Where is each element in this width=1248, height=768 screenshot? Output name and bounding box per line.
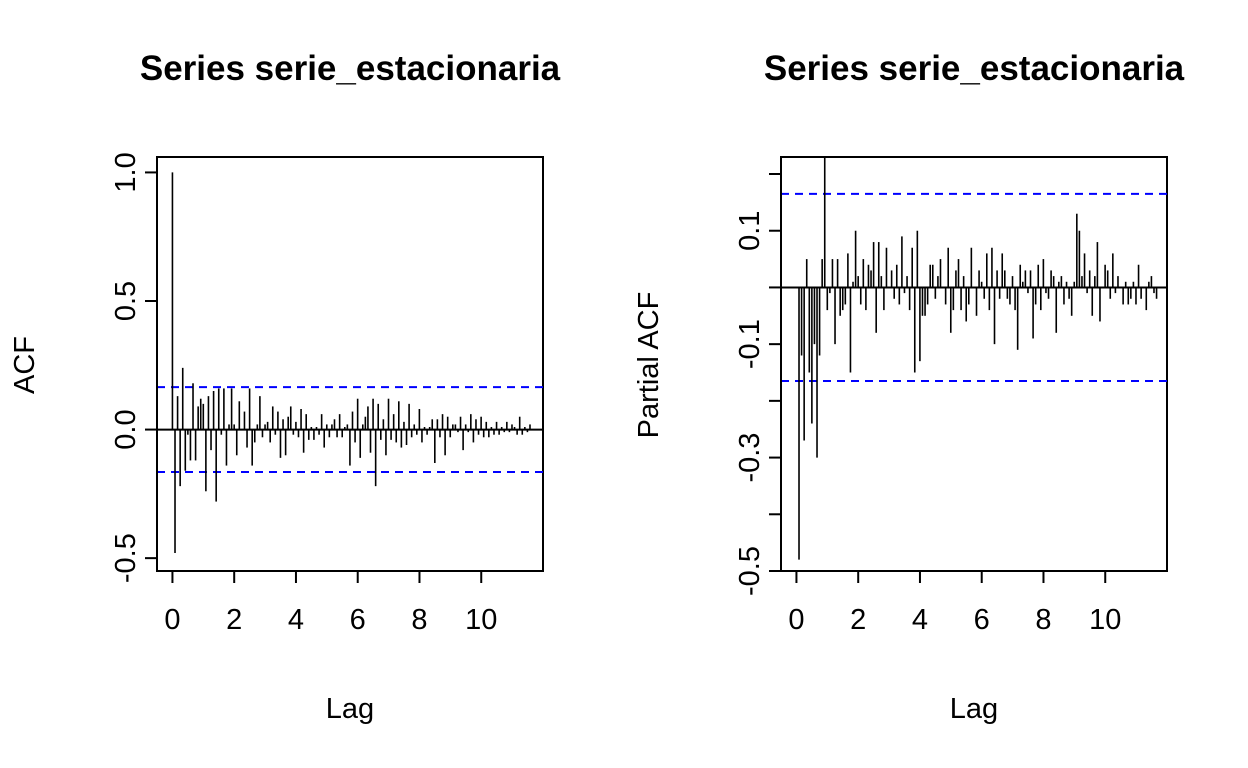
- acf-y-axis-label: ACF: [9, 336, 41, 394]
- pacf-x-tick-label: 6: [974, 604, 990, 636]
- acf-x-tick-label: 0: [164, 604, 180, 636]
- acf-axes: 0 2 4 6 8 10 -0.5 0.0 0.5 1.0: [110, 152, 497, 636]
- acf-x-axis-label: Lag: [326, 693, 374, 725]
- pacf-marks: [781, 157, 1167, 560]
- pacf-panel: Series serie_estacionaria Lag Partial AC…: [633, 49, 1185, 725]
- acf-y-tick-label: 1.0: [110, 152, 142, 192]
- acf-title: Series serie_estacionaria: [140, 49, 561, 88]
- pacf-x-tick-label: 0: [788, 604, 804, 636]
- acf-x-tick-label: 2: [226, 604, 242, 636]
- acf-x-tick-label: 4: [288, 604, 304, 636]
- pacf-title: Series serie_estacionaria: [764, 49, 1185, 88]
- acf-x-tick-label: 6: [350, 604, 366, 636]
- acf-y-tick-label: -0.5: [110, 533, 142, 583]
- acf-marks: [157, 172, 543, 553]
- pacf-y-tick-label: -0.1: [734, 319, 766, 369]
- pacf-x-tick-label: 10: [1089, 604, 1121, 636]
- pacf-y-tick-label: -0.3: [734, 433, 766, 483]
- pacf-y-tick-label: -0.5: [734, 546, 766, 596]
- pacf-y-axis-label: Partial ACF: [633, 292, 665, 439]
- acf-y-tick-label: 0.5: [110, 281, 142, 321]
- acf-panel: Series serie_estacionaria Lag ACF 0 2 4 6 8 1…: [9, 49, 561, 725]
- pacf-x-tick-label: 8: [1035, 604, 1051, 636]
- pacf-axes: 0 2 4 6 8 10 -0.5 -0.3 -0.1 0.1: [734, 173, 1121, 636]
- pacf-x-tick-label: 4: [912, 604, 928, 636]
- pacf-x-tick-label: 2: [850, 604, 866, 636]
- pacf-y-tick-label: 0.1: [734, 211, 766, 251]
- acf-x-tick-label: 8: [411, 604, 427, 636]
- acf-x-tick-label: 10: [465, 604, 497, 636]
- acf-y-tick-label: 0.0: [110, 409, 142, 449]
- pacf-x-axis-label: Lag: [950, 693, 998, 725]
